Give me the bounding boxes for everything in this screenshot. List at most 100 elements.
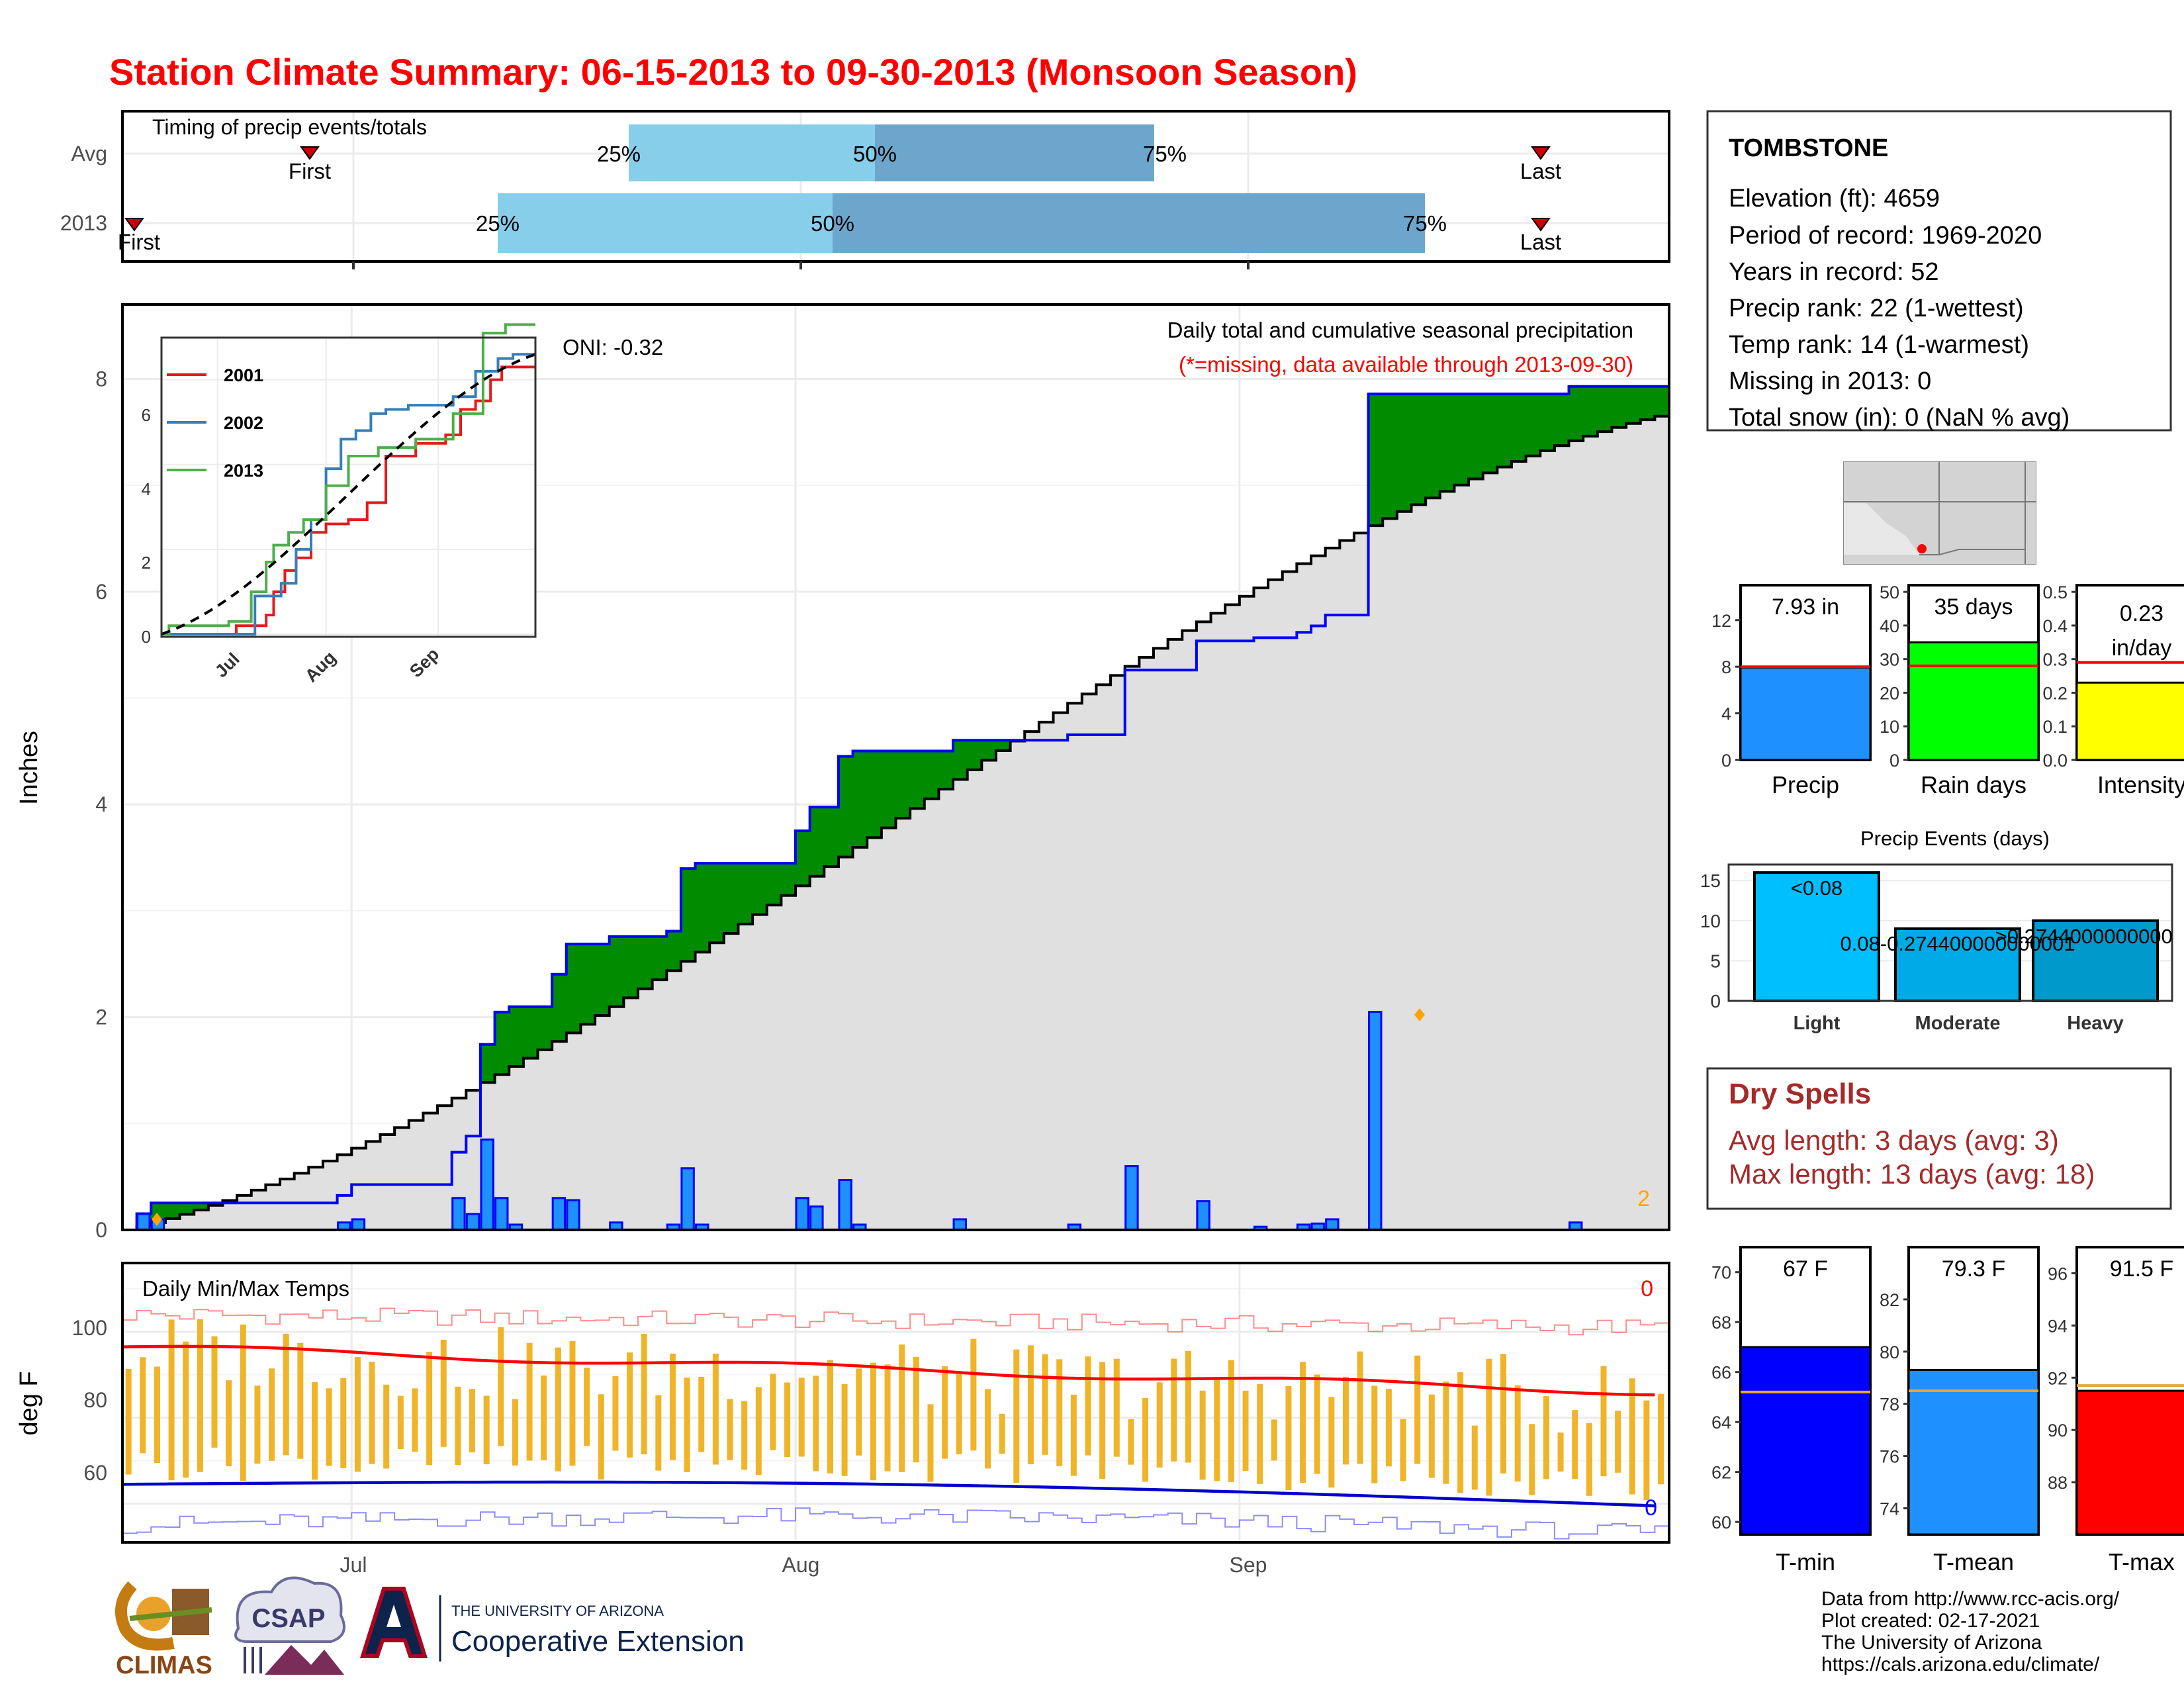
location-map — [1843, 461, 2036, 565]
events-ytick: 0 — [1710, 991, 1721, 1011]
events-category: Moderate — [1915, 1013, 2001, 1034]
cumulative-inset: 2001 2002 2013 0 2 4 6 Jul Aug Sep — [142, 323, 537, 686]
csap-logo-text: CSAP — [251, 1604, 325, 1633]
temp-summary-t-min: 60 62 64 66 68 70 67 F T-min — [1711, 1246, 1872, 1575]
csap-logo: CSAP — [234, 1576, 345, 1675]
observed-cumulative-line — [122, 385, 1669, 1231]
events-ytick: 15 — [1700, 870, 1721, 891]
events-category: Light — [1794, 1013, 1841, 1034]
summary-bar-value — [1739, 666, 1872, 761]
record-max-line — [122, 1307, 1669, 1336]
temp-summary-tick: 78 — [1880, 1395, 1899, 1415]
footer-url: https://cals.arizona.edu/climate/ — [1821, 1654, 2100, 1675]
daily-precip-bar — [351, 1218, 366, 1231]
summary-value-text: 7.93 in — [1772, 594, 1839, 620]
precip-ytick-4: 4 — [95, 792, 107, 816]
daily-precip-bar — [480, 1138, 494, 1231]
dry-spells-box: Dry Spells Avg length: 3 days (avg: 3) M… — [1706, 1067, 2172, 1210]
summary-tick: 30 — [1880, 650, 1899, 670]
page-title: Station Climate Summary: 06-15-2013 to 0… — [109, 51, 1357, 93]
daily-precip-bar — [465, 1213, 480, 1231]
ua-logo-line1: THE UNIVERSITY OF ARIZONA — [451, 1603, 664, 1619]
temp-summary-label: T-mean — [1933, 1548, 2014, 1575]
timing-title: Timing of precip events/totals — [152, 115, 427, 139]
precip-event-bar-light — [1753, 871, 1880, 1003]
temperature-panel: Daily Min/Max Temps 0 0 deg F 60 80 100 … — [15, 1262, 1670, 1577]
summary-label: Intensity — [2097, 771, 2184, 798]
ua-logo: THE UNIVERSITY OF ARIZONA Cooperative Ex… — [359, 1587, 745, 1662]
temps-ytick-100: 100 — [72, 1316, 107, 1340]
daily-precip-bar — [809, 1205, 824, 1231]
precip-events-title: Precip Events (days) — [1860, 827, 2050, 850]
temp-summary-bar-value — [1907, 1368, 2040, 1536]
inset-line-2013 — [161, 323, 535, 635]
daily-precip-bar — [494, 1197, 509, 1231]
precip-panel: ONI: -0.32 Daily total and cumulative se… — [15, 303, 1670, 1242]
temp-summary-label: T-min — [1776, 1548, 1835, 1575]
inset-line-2002 — [161, 353, 535, 635]
station-location-dot — [1917, 544, 1927, 553]
temp-summary-label: T-max — [2109, 1548, 2175, 1575]
footer-created: Plot created: 02-17-2021 — [1821, 1610, 2040, 1632]
row-label-avg: Avg — [71, 142, 107, 165]
station-box: TOMBSTONE Elevation (ft): 4659 Period of… — [1706, 110, 2172, 432]
summary-tick: 20 — [1880, 683, 1899, 703]
daily-precip-bar — [136, 1213, 151, 1231]
dry-spells-avg: Avg length: 3 days (avg: 3) — [1729, 1125, 2059, 1156]
corner-count: 2 — [1637, 1186, 1650, 1211]
temp-summary-tick: 68 — [1711, 1313, 1731, 1333]
temps-count-bottom: 0 — [1645, 1495, 1657, 1521]
summary-bar-value — [2075, 681, 2184, 761]
daily-precip-bar — [551, 1197, 567, 1231]
row-label-2013: 2013 — [60, 211, 107, 235]
xtick-jul: Jul — [340, 1553, 367, 1577]
summary-value-text: 0.23 — [2120, 601, 2163, 626]
station-missing: Missing in 2013: 0 — [1729, 367, 1931, 395]
precip-ytick-2: 2 — [95, 1006, 107, 1029]
inset-ytick-6: 6 — [142, 405, 151, 425]
oni-label: ONI: -0.32 — [563, 335, 663, 359]
timing-panel: Timing of precip events/totals 25% 50% 7… — [60, 110, 1670, 269]
temp-summary-tick: 66 — [1711, 1363, 1731, 1383]
ua-logo-line2: Cooperative Extension — [451, 1625, 745, 1658]
dry-spells-max: Max length: 13 days (avg: 18) — [1729, 1158, 2095, 1190]
precip-events-panel: Precip Events (days) 0 5 10 15 Light Moderate… — [1700, 827, 2184, 1034]
precip-caption: Daily total and cumulative seasonal prec… — [1167, 318, 1633, 342]
footer-university: The University of Arizona — [1821, 1632, 2042, 1654]
avg-first-marker — [300, 146, 320, 160]
daily-precip-bar — [952, 1218, 967, 1231]
climas-logo: CLIMAS — [115, 1581, 212, 1679]
temp-summary-bars: 60 62 64 66 68 70 67 F T-min 74 76 78 80 82 79.3 F T-m… — [1711, 1246, 2184, 1575]
y2013-p50-label: 50% — [811, 211, 854, 236]
summary-tick: 10 — [1880, 717, 1899, 737]
daily-precip-bar — [1196, 1200, 1210, 1231]
inset-ytick-2: 2 — [142, 553, 151, 573]
temp-summary-t-max: 88 90 92 94 96 91.5 F T-max — [2048, 1246, 2184, 1575]
temp-summary-tick: 76 — [1880, 1447, 1899, 1467]
daily-precip-bar — [1368, 1011, 1383, 1231]
events-ytick: 10 — [1700, 911, 1721, 931]
events-range-label: <0.08 — [1791, 876, 1843, 900]
y2013-p75-label: 75% — [1403, 211, 1447, 236]
events-range-label: >0.274400000000001 — [1995, 925, 2184, 948]
summary-tick: 0 — [1889, 751, 1899, 771]
summary-tick: 40 — [1880, 616, 1899, 636]
temp-summary-tick: 74 — [1880, 1499, 1899, 1519]
temp-summary-bar-value — [1739, 1346, 1872, 1536]
daily-precip-bar — [795, 1197, 809, 1231]
footer-source: Data from http://www.rcc-acis.org/ — [1821, 1588, 2120, 1610]
station-precip-rank: Precip rank: 22 (1-wettest) — [1729, 295, 2024, 322]
y2013-first-marker — [124, 218, 144, 232]
legend-2013: 2013 — [224, 461, 263, 481]
precip-ytick-0: 0 — [95, 1218, 107, 1242]
events-ytick: 5 — [1710, 951, 1721, 971]
summary-value-text: 35 days — [1934, 594, 2013, 620]
temp-summary-tick: 60 — [1711, 1513, 1731, 1532]
temp-summary-tick: 80 — [1880, 1342, 1899, 1362]
summary-tick: 50 — [1880, 583, 1899, 602]
precip-ytick-6: 6 — [95, 580, 107, 604]
temp-summary-tick: 82 — [1880, 1290, 1899, 1310]
y2013-p50-p75-bar — [833, 193, 1425, 253]
avg-p25-label: 25% — [597, 142, 641, 166]
